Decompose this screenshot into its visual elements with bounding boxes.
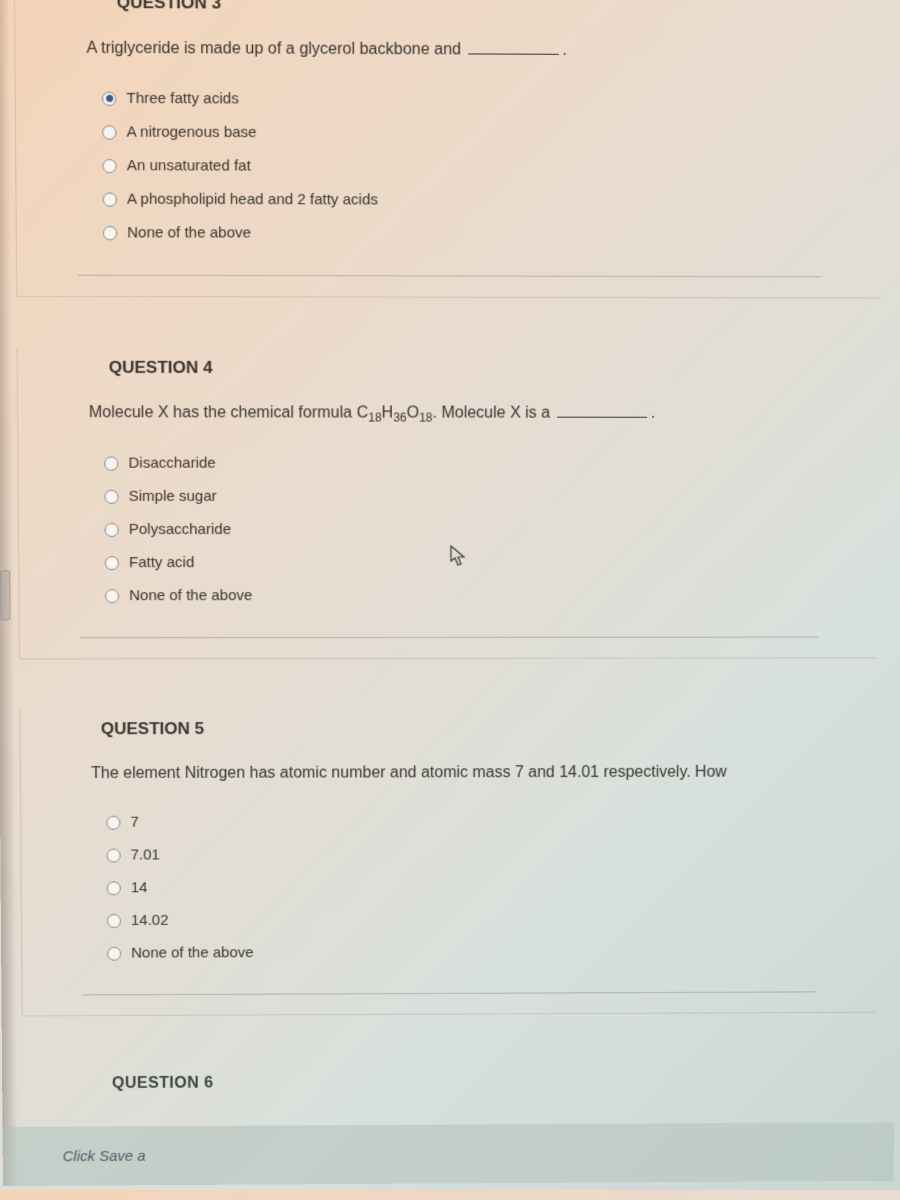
option-row[interactable]: None of the above bbox=[107, 934, 876, 969]
prompt-text-pre: The element Nitrogen has atomic number a… bbox=[91, 764, 727, 782]
fill-blank bbox=[558, 417, 648, 418]
prompt-text-pre: A triglyceride is made up of a glycerol … bbox=[86, 40, 465, 59]
radio-button[interactable] bbox=[102, 91, 116, 105]
option-label: An unsaturated fat bbox=[127, 157, 251, 175]
footer-bar: Click Save a bbox=[3, 1122, 894, 1186]
option-label: None of the above bbox=[129, 587, 252, 604]
fill-blank bbox=[469, 53, 560, 54]
question-header: QUESTION 5 bbox=[20, 709, 204, 757]
option-label: Disaccharide bbox=[128, 455, 215, 472]
radio-button[interactable] bbox=[104, 456, 118, 470]
prompt-text-post: . bbox=[562, 42, 567, 59]
option-row[interactable]: Disaccharide bbox=[104, 447, 879, 480]
question-block-3: QUESTION 3 A triglyceride is made up of … bbox=[14, 0, 883, 299]
question-prompt: The element Nitrogen has atomic number a… bbox=[21, 756, 877, 807]
radio-button[interactable] bbox=[105, 523, 119, 537]
formula-sub: 18 bbox=[368, 411, 381, 425]
option-row[interactable]: 14.02 bbox=[107, 902, 876, 937]
option-row[interactable]: 14 bbox=[107, 869, 877, 904]
option-label: 14.02 bbox=[131, 912, 169, 929]
radio-button[interactable] bbox=[107, 848, 121, 862]
prompt-text-pre: Molecule X has the chemical formula C bbox=[89, 404, 368, 421]
option-label: 14 bbox=[131, 879, 148, 896]
radio-button[interactable] bbox=[105, 556, 119, 570]
radio-button[interactable] bbox=[106, 816, 120, 830]
option-label: Fatty acid bbox=[129, 554, 194, 571]
option-row[interactable]: A phospholipid head and 2 fatty acids bbox=[103, 182, 882, 218]
prompt-text-post: . bbox=[651, 405, 656, 422]
option-row[interactable]: A nitrogenous base bbox=[102, 115, 882, 151]
option-row[interactable]: 7.01 bbox=[107, 837, 877, 872]
question-divider bbox=[80, 637, 818, 639]
option-row[interactable]: Fatty acid bbox=[105, 546, 879, 579]
option-label: A nitrogenous base bbox=[127, 123, 257, 141]
question-prompt: A triglyceride is made up of a glycerol … bbox=[15, 31, 882, 84]
radio-button[interactable] bbox=[107, 946, 121, 960]
options-list: 7 7.01 14 14.02 None of the above bbox=[21, 804, 877, 970]
option-label: Simple sugar bbox=[129, 488, 217, 505]
question-header: QUESTION 3 bbox=[15, 0, 221, 32]
option-label: None of the above bbox=[131, 944, 253, 961]
option-label: 7 bbox=[130, 814, 138, 831]
formula-txt: O bbox=[407, 404, 420, 421]
radio-button[interactable] bbox=[107, 914, 121, 928]
question-block-4: QUESTION 4 Molecule X has the chemical f… bbox=[17, 347, 881, 659]
options-list: Three fatty acids A nitrogenous base An … bbox=[16, 81, 882, 251]
formula-txt: H bbox=[382, 404, 394, 421]
radio-button[interactable] bbox=[103, 192, 117, 206]
radio-button[interactable] bbox=[104, 489, 118, 503]
prompt-text-mid: . Molecule X is a bbox=[432, 404, 554, 421]
option-row[interactable]: Polysaccharide bbox=[105, 513, 879, 546]
radio-button[interactable] bbox=[107, 881, 121, 895]
radio-button[interactable] bbox=[102, 158, 116, 172]
option-label: Three fatty acids bbox=[126, 90, 238, 108]
option-label: 7.01 bbox=[131, 847, 160, 864]
option-label: Polysaccharide bbox=[129, 521, 231, 538]
radio-button[interactable] bbox=[102, 125, 116, 139]
question-prompt: Molecule X has the chemical formula C18H… bbox=[18, 396, 880, 447]
question-divider bbox=[78, 275, 821, 278]
question-header-partial: QUESTION 6 bbox=[22, 1062, 875, 1094]
option-row[interactable]: An unsaturated fat bbox=[102, 149, 881, 185]
formula-sub: 36 bbox=[393, 411, 406, 425]
radio-button[interactable] bbox=[103, 226, 117, 240]
option-row[interactable]: None of the above bbox=[103, 216, 881, 251]
formula-sub: 18 bbox=[419, 411, 432, 425]
question-header: QUESTION 4 bbox=[18, 347, 213, 396]
question-divider bbox=[82, 992, 816, 996]
option-row[interactable]: Simple sugar bbox=[104, 480, 879, 513]
option-label: A phospholipid head and 2 fatty acids bbox=[127, 191, 378, 209]
option-row[interactable]: None of the above bbox=[105, 579, 878, 612]
options-list: Disaccharide Simple sugar Polysaccharide… bbox=[18, 447, 879, 613]
option-row[interactable]: Three fatty acids bbox=[102, 82, 882, 118]
option-label: None of the above bbox=[127, 224, 251, 242]
option-row[interactable]: 7 bbox=[106, 804, 876, 839]
question-block-5: QUESTION 5 The element Nitrogen has atom… bbox=[19, 708, 877, 1016]
quiz-content-area: QUESTION 3 A triglyceride is made up of … bbox=[0, 0, 900, 1094]
footer-save-hint: Click Save a bbox=[63, 1147, 146, 1164]
radio-button[interactable] bbox=[105, 589, 119, 603]
